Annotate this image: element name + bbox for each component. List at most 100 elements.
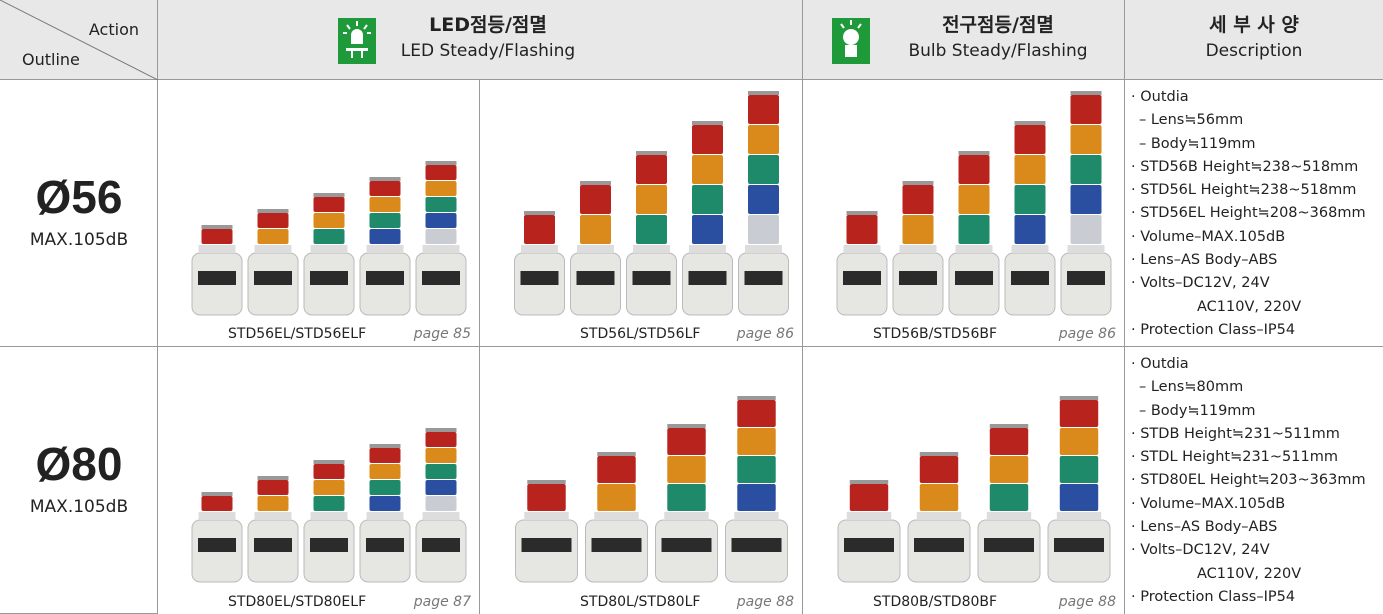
- tower-neck: [422, 512, 460, 520]
- lens: [313, 229, 345, 244]
- tower-neck: [846, 512, 892, 520]
- size-cell: Ø80 MAX.105dB: [0, 347, 158, 614]
- lens: [692, 125, 723, 154]
- lens: [313, 464, 345, 479]
- lens: [737, 428, 776, 455]
- tower-neck: [955, 245, 993, 253]
- description-line: AC110V, 220V: [1197, 298, 1302, 315]
- lens: [313, 197, 345, 212]
- bulb-subtitle: Bulb Steady/Flashing: [908, 41, 1088, 61]
- description-line: · STD80EL Height≒203~363mm: [1131, 472, 1366, 489]
- lens: [369, 181, 401, 196]
- product-cell: STD80EL/STD80ELF page 87: [158, 347, 480, 614]
- lens: [919, 484, 959, 511]
- tower-window: [1067, 271, 1105, 285]
- tower: [570, 181, 621, 316]
- lens: [313, 496, 345, 511]
- tower: [359, 177, 411, 316]
- tower-cap: [369, 177, 401, 181]
- tower-window: [843, 271, 881, 285]
- bulb-icon: [832, 18, 870, 64]
- tower: [515, 480, 578, 583]
- lens: [369, 464, 401, 479]
- lens: [1059, 428, 1099, 455]
- description-line: – Body≒119mm: [1139, 135, 1256, 152]
- tower-neck: [577, 245, 614, 253]
- tower-neck: [1056, 512, 1102, 520]
- tower-cap: [1014, 121, 1046, 125]
- product-cell: STD56EL/STD56ELF page 85: [158, 80, 480, 347]
- tower-cap: [257, 209, 289, 213]
- lens: [1059, 484, 1099, 511]
- tower-neck: [524, 512, 569, 520]
- lens: [1070, 185, 1102, 214]
- tower: [247, 476, 299, 583]
- bulb-title: 전구점등/점멸: [942, 14, 1054, 36]
- lens: [425, 480, 457, 495]
- tower: [415, 161, 467, 316]
- lens: [667, 428, 706, 455]
- tower: [514, 211, 565, 316]
- lens: [737, 400, 776, 427]
- product-image: [191, 428, 467, 583]
- tower-window: [955, 271, 993, 285]
- tower-window: [366, 538, 404, 552]
- lens: [667, 484, 706, 511]
- lens: [597, 456, 636, 483]
- tower: [626, 151, 677, 316]
- product-image: [515, 396, 788, 583]
- tower-window: [520, 271, 559, 285]
- lens: [748, 95, 779, 124]
- led-header: LED점등/점멸 LED Steady/Flashing: [158, 0, 803, 80]
- tower-window: [591, 538, 642, 552]
- tower-neck: [521, 245, 558, 253]
- lens: [919, 456, 959, 483]
- tower-cap: [958, 151, 990, 155]
- description-line: · STD56B Height≒238~518mm: [1131, 158, 1359, 175]
- lens: [369, 496, 401, 511]
- lens: [313, 213, 345, 228]
- tower: [837, 480, 901, 583]
- lens: [737, 456, 776, 483]
- lens: [902, 215, 934, 244]
- tower-cap: [369, 444, 401, 448]
- tower-neck: [1067, 245, 1105, 253]
- tower: [682, 121, 733, 316]
- tower-neck: [1011, 245, 1049, 253]
- led-icon: [338, 18, 376, 64]
- tower-window: [688, 271, 727, 285]
- tower-window: [744, 271, 783, 285]
- tower-window: [984, 538, 1034, 552]
- tower-cap: [919, 452, 959, 456]
- tower: [892, 181, 944, 316]
- tower-cap: [313, 193, 345, 197]
- action-label: Action: [88, 20, 139, 39]
- tower-window: [576, 271, 615, 285]
- lens: [201, 229, 233, 244]
- tower: [247, 209, 299, 316]
- tower-cap: [989, 424, 1029, 428]
- lens: [201, 496, 233, 511]
- tower: [191, 225, 243, 316]
- lens: [958, 185, 990, 214]
- tower-window: [422, 271, 460, 285]
- tower-window: [198, 538, 236, 552]
- tower-neck: [986, 512, 1032, 520]
- lens: [425, 229, 457, 244]
- tower-cap: [636, 151, 667, 155]
- description-line: · Outdia: [1131, 356, 1189, 372]
- lens: [989, 484, 1029, 511]
- model-label: STD80EL/STD80ELF: [228, 594, 367, 610]
- lens: [597, 484, 636, 511]
- page-label: page 87: [413, 594, 471, 610]
- model-label: STD56L/STD56LF: [580, 326, 701, 342]
- page-label: page 88: [1058, 594, 1116, 610]
- tower-cap: [313, 460, 345, 464]
- lens: [1070, 125, 1102, 154]
- size-cell: Ø56 MAX.105dB: [0, 80, 158, 347]
- product-image: [837, 396, 1111, 583]
- lens: [958, 215, 990, 244]
- model-label: STD56EL/STD56ELF: [228, 326, 367, 342]
- lens: [425, 165, 457, 180]
- lens: [313, 480, 345, 495]
